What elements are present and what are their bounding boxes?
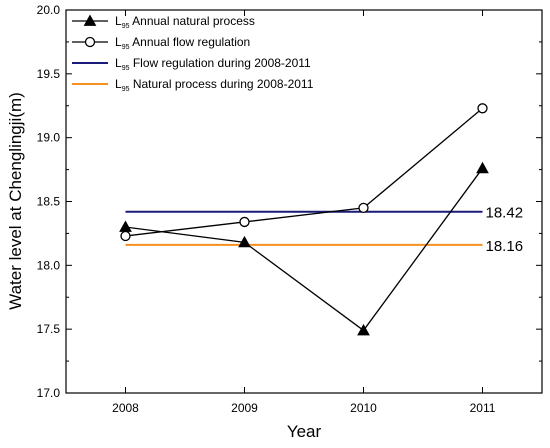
data-point-circle	[477, 103, 488, 114]
y-axis-title: Water level at Chenglingji(m)	[6, 92, 25, 310]
legend-label-text: Flow regulation during 2008-2011	[129, 56, 311, 70]
legend-label-subscript: 95	[122, 23, 130, 30]
legend-entry: L95 Flow regulation during 2008-2011	[72, 56, 311, 72]
series-lines	[125, 107, 484, 332]
legend-label: L95 Annual flow regulation	[115, 35, 250, 51]
legend-entry: L95 Natural process during 2008-2011	[72, 77, 314, 93]
legend-label-symbol: L	[115, 14, 122, 28]
legend-label-symbol: L	[115, 35, 122, 49]
x-axis: 2008 2009 2010 2011	[112, 10, 496, 415]
data-point-circle	[358, 202, 369, 214]
data-point-circle	[239, 216, 250, 228]
y-tick-label: 19.0	[37, 131, 61, 145]
y-tick-label: 19.5	[37, 67, 61, 81]
data-point-triangle	[238, 235, 251, 248]
legend-entry: L95 Annual natural process	[72, 14, 255, 30]
legend-label: L95 Natural process during 2008-2011	[115, 77, 314, 93]
series-line	[125, 167, 484, 332]
series-line	[125, 107, 483, 237]
x-axis-title: Year	[287, 422, 322, 441]
data-point-circle	[84, 36, 96, 48]
y-tick-label: 18.5	[37, 195, 61, 209]
series-markers	[119, 103, 489, 336]
data-point-circle	[120, 230, 131, 242]
reference-value-label: 18.42	[486, 205, 524, 222]
y-tick-label: 17.0	[37, 386, 61, 400]
legend-label-subscript: 95	[122, 65, 130, 72]
legend-label: L95 Flow regulation during 2008-2011	[115, 56, 311, 72]
legend-label: L95 Annual natural process	[115, 14, 255, 30]
data-point-triangle	[83, 14, 97, 26]
y-axis: 17.0 17.5 18.0 18.5 19.0 19.5 20.0	[37, 3, 542, 400]
legend-label-text: Annual natural process	[129, 14, 254, 28]
x-tick-label: 2009	[231, 401, 258, 415]
x-tick-label: 2011	[470, 401, 496, 415]
legend-label-subscript: 95	[122, 44, 130, 51]
legend-label-symbol: L	[115, 56, 122, 70]
data-point-triangle	[476, 161, 489, 174]
y-tick-label: 17.5	[37, 322, 61, 336]
data-point-triangle	[357, 323, 370, 336]
legend-label-text: Annual flow regulation	[129, 35, 250, 49]
y-tick-label: 20.0	[37, 3, 61, 17]
y-tick-label: 18.0	[37, 258, 61, 272]
legend-entry: L95 Annual flow regulation	[72, 35, 250, 51]
reference-lines	[125, 210, 483, 246]
legend-label-text: Natural process during 2008-2011	[129, 77, 313, 91]
legend-label-subscript: 95	[122, 86, 130, 93]
x-tick-label: 2010	[350, 401, 377, 415]
data-point-triangle	[119, 220, 132, 232]
reference-value-label: 18.16	[486, 238, 524, 255]
reference-labels: 18.42 18.16	[486, 205, 524, 255]
legend-label-symbol: L	[115, 77, 122, 91]
x-tick-label: 2008	[112, 401, 139, 415]
